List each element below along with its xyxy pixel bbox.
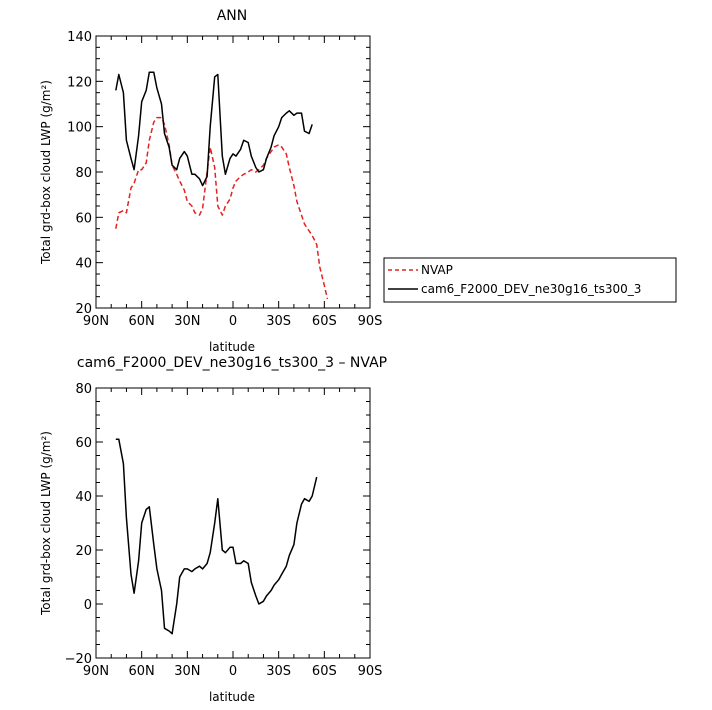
top-ytick-label: 80 xyxy=(75,166,92,181)
top-xtick-label: 0 xyxy=(229,314,237,329)
top-ytick-label: 20 xyxy=(75,302,92,317)
legend-label-nvap: NVAP xyxy=(421,263,453,277)
top-ytick-label: 60 xyxy=(75,211,92,226)
bottom-xtick-label: 60N xyxy=(129,664,155,679)
top-plot-xlabel: latitude xyxy=(209,340,255,354)
bottom-xtick-label: 60S xyxy=(312,664,337,679)
top-ytick-label: 40 xyxy=(75,257,92,272)
bottom-plot-xlabel: latitude xyxy=(209,690,255,704)
top-xtick-label: 90N xyxy=(83,314,109,329)
top-series-line-cam6-f2000-dev-ne30g16-ts300-3 xyxy=(115,71,313,187)
bottom-ytick-label: 60 xyxy=(75,436,92,451)
legend-box xyxy=(383,257,677,303)
bottom-plot-frame xyxy=(95,387,371,659)
top-plot-lines xyxy=(115,71,329,300)
bottom-plot-ylabel: Total grd-box cloud LWP (g/m²) xyxy=(39,431,53,616)
top-plot-ticks: 90N 60N 30N 0 30S 60S 90S 20 40 60 80 100 120 140 xyxy=(67,30,382,329)
bottom-xtick-label: 30N xyxy=(174,664,200,679)
bottom-plot-lines xyxy=(115,438,318,635)
bottom-ytick-label: 40 xyxy=(75,490,92,505)
bottom-ytick-label: −20 xyxy=(65,652,92,667)
top-xtick-label: 60N xyxy=(129,314,155,329)
top-ytick-label: 140 xyxy=(67,30,92,45)
top-series-line-nvap xyxy=(115,116,329,300)
bottom-xtick-label: 30S xyxy=(266,664,291,679)
top-plot: ANN 90N 60N 30N 0 30S 60S 90S 20 40 60 80 100 120 140… xyxy=(39,8,382,354)
top-xtick-label: 30N xyxy=(174,314,200,329)
top-xtick-label: 90S xyxy=(358,314,383,329)
top-ytick-label: 120 xyxy=(67,75,92,90)
bottom-xtick-label: 0 xyxy=(229,664,237,679)
top-xtick-label: 60S xyxy=(312,314,337,329)
top-plot-ylabel: Total grd-box cloud LWP (g/m²) xyxy=(39,80,53,265)
legend-label-cam6: cam6_F2000_DEV_ne30g16_ts300_3 xyxy=(421,282,641,296)
bottom-ytick-label: 80 xyxy=(75,382,92,397)
bottom-plot-ticks: 90N 60N 30N 0 30S 60S 90S −20 0 20 40 60 80 xyxy=(65,382,383,679)
bottom-series-line-0 xyxy=(115,438,318,635)
bottom-xtick-label: 90S xyxy=(358,664,383,679)
top-ytick-label: 100 xyxy=(67,121,92,136)
bottom-ytick-label: 20 xyxy=(75,544,92,559)
top-xtick-label: 30S xyxy=(266,314,291,329)
bottom-ytick-label: 0 xyxy=(84,598,92,613)
legend: NVAP cam6_F2000_DEV_ne30g16_ts300_3 xyxy=(383,257,677,303)
top-plot-title: ANN xyxy=(217,8,248,24)
bottom-plot-title: cam6_F2000_DEV_ne30g16_ts300_3 – NVAP xyxy=(77,355,387,371)
bottom-plot: cam6_F2000_DEV_ne30g16_ts300_3 – NVAP 90… xyxy=(39,355,387,704)
bottom-xtick-label: 90N xyxy=(83,664,109,679)
